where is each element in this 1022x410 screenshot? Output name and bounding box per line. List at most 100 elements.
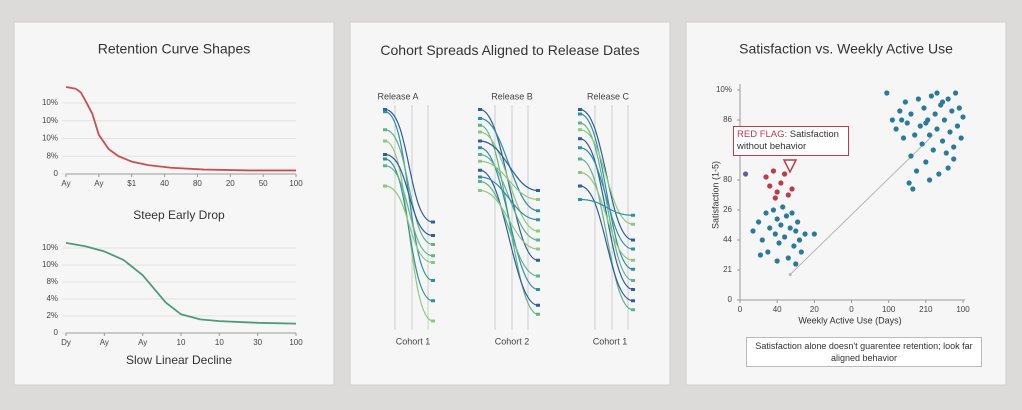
end-mark [631,238,635,242]
point [951,144,957,150]
point [778,180,784,186]
end-mark [431,220,435,224]
slope-line [579,158,634,311]
point [750,228,756,234]
slope-line [479,160,539,201]
end-mark [431,234,435,237]
x-tick-label: 0 [849,305,854,314]
slope-line [479,108,539,261]
point [759,237,765,243]
point [915,96,922,102]
point [912,132,918,138]
slope-line [579,129,634,225]
x-tick-label: 30 [253,338,262,347]
slope-line [479,140,539,192]
x-tick-label: Ay [138,338,147,347]
start-mark [478,168,482,172]
point [960,114,966,120]
cohort-label: Cohort 1 [593,336,628,346]
end-mark [536,218,540,222]
end-mark [631,308,635,312]
x-tick-label: Dy [61,338,71,347]
end-mark [536,247,540,251]
slope-line [579,138,634,291]
x-tick-label: $1 [127,179,136,188]
point [949,108,955,114]
point [939,99,946,105]
start-mark [578,146,582,150]
point [774,258,780,264]
end-mark [631,299,635,303]
point [742,171,749,177]
caption: Slow Linear Decline [126,353,232,367]
end-mark [536,198,540,201]
end-mark [431,254,435,258]
end-mark [536,209,540,213]
end-mark [536,274,540,278]
point [889,117,895,123]
point [934,126,940,132]
point [772,231,778,237]
point [796,237,803,243]
point [899,117,905,123]
start-mark [578,108,582,111]
slope-line [479,176,539,221]
start-mark [383,110,387,114]
point [802,231,808,237]
line [65,242,297,325]
point [906,180,912,186]
slope-line [579,147,634,250]
x-tick-label: 20 [226,179,235,188]
x-tick-label: 20 [810,305,819,314]
point [811,231,817,237]
y-tick-label: 10% [716,85,732,94]
point [757,252,764,258]
slope-line [479,153,539,241]
point [772,195,778,201]
y-tick-label: 44 [723,235,732,244]
end-mark [631,279,635,282]
point [939,138,946,144]
panel [349,21,671,386]
x-tick-label: 100 [289,338,303,347]
start-mark [478,130,482,134]
panel [13,21,335,386]
annotation-label: RED FLAG: [737,129,788,140]
point [900,135,907,141]
x-tick-label: 0 [738,305,743,314]
start-mark [383,184,387,188]
start-mark [478,108,482,111]
slope-line [384,129,434,246]
point [926,132,933,138]
start-mark [478,123,482,127]
annotation: RED FLAG: Satisfaction without behavior [733,126,849,156]
point [789,186,795,192]
chart-title: Retention Curve Shapes [98,41,251,57]
end-mark [431,319,435,323]
trend-line [789,134,934,275]
point [908,111,914,117]
x-tick-label: 210 [919,305,933,314]
point [923,120,929,126]
point [893,126,899,132]
point [774,216,780,222]
end-mark [431,261,435,264]
point [947,129,953,135]
point [913,168,920,174]
y-tick-label: 10% [42,116,58,125]
x-tick-label: 100 [882,305,896,314]
point [919,141,925,147]
slope-line [384,185,434,264]
y-tick-label: 80 [723,175,732,184]
point [765,249,771,255]
y-tick-label: 8% [46,277,58,286]
end-mark [536,288,540,291]
start-mark [578,121,582,125]
point [884,90,890,96]
y-tick-label: 0 [728,295,733,304]
x-tick-label: 100 [956,305,970,314]
start-mark [478,146,482,150]
point [793,228,799,234]
group-label: Release C [587,91,630,101]
